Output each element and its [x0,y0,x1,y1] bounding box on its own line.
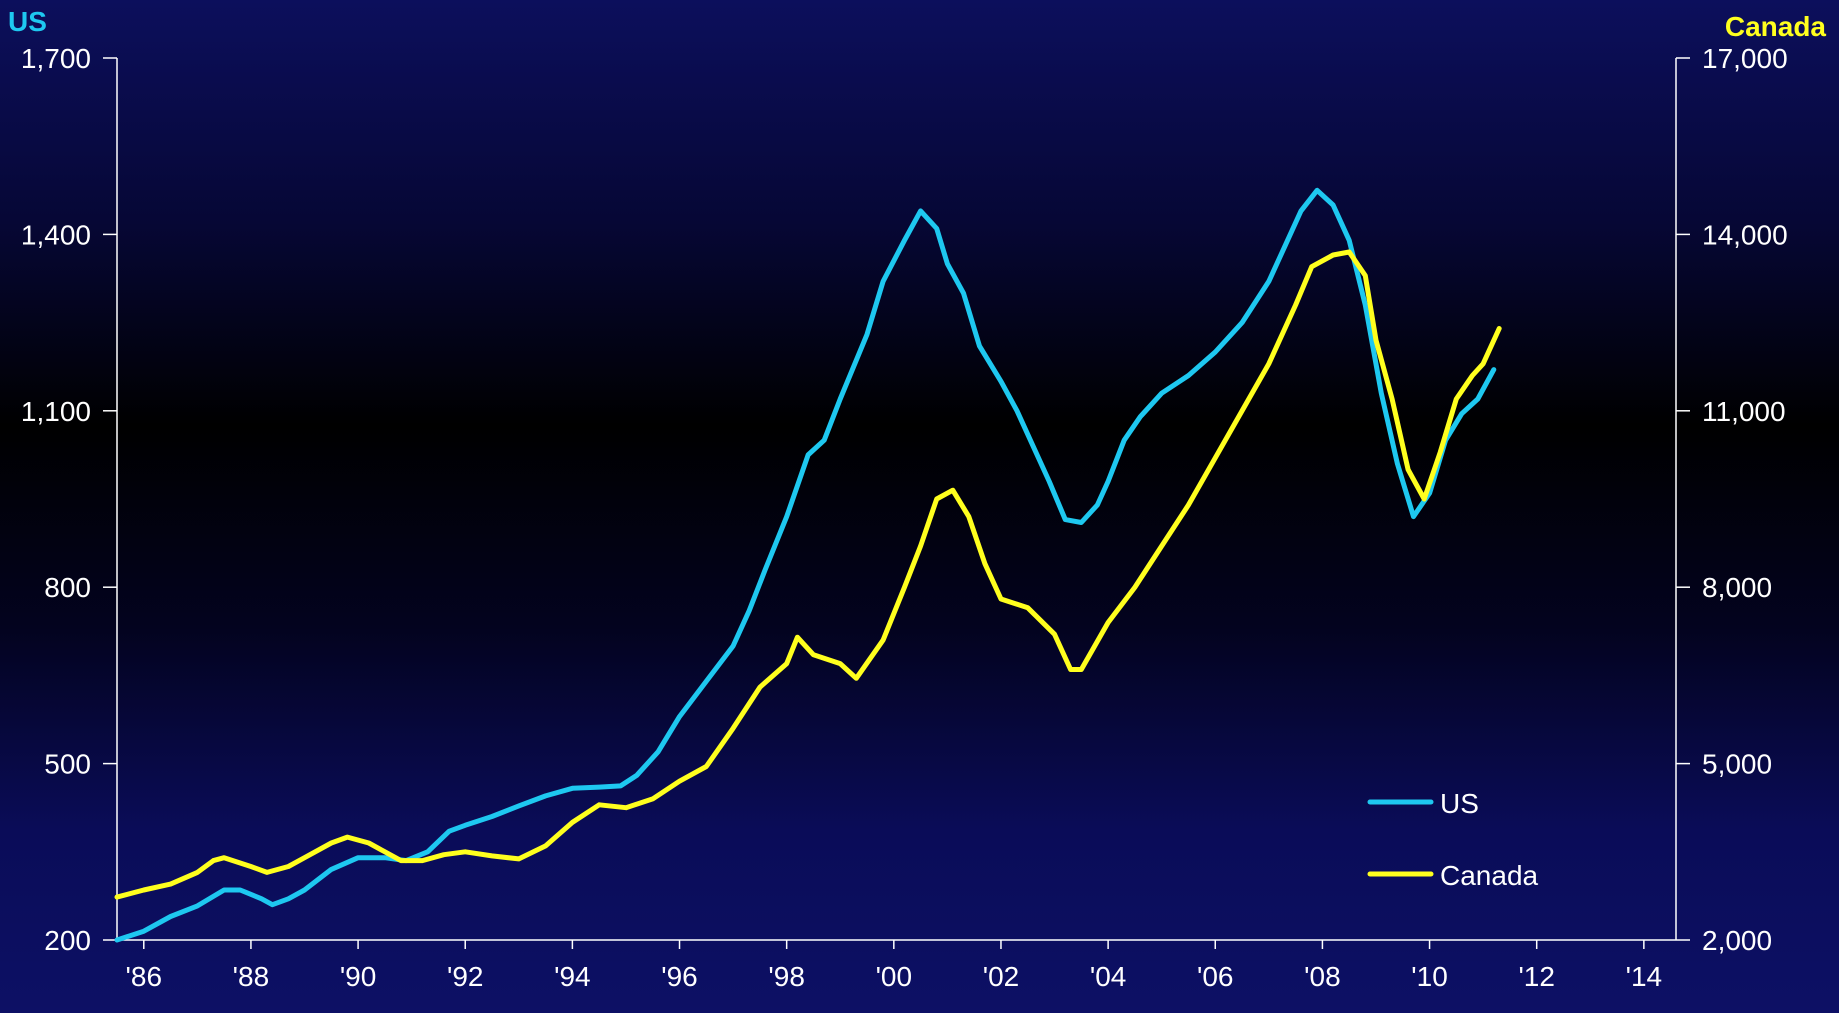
legend-item-us: US [1367,788,1479,819]
x-tick-label: '98 [768,961,805,992]
x-ticks: '86 '88 '90 '92 '94 '96 '98 '00 '02 '04 '06 '08 '10 '… [126,940,1663,992]
right-tick-label: 8,000 [1702,572,1772,603]
legend-label-canada: Canada [1440,860,1539,891]
legend-label-us: US [1440,788,1479,819]
x-tick-label: '06 [1197,961,1234,992]
legend-item-canada: Canada [1367,860,1539,891]
x-tick-label: '08 [1304,961,1341,992]
left-tick-label: 200 [44,925,91,956]
series-line-canada [114,249,1502,900]
left-axis-title: US [8,6,47,37]
right-y-axis: 17,000 14,000 11,000 8,000 5,000 2,000 [1675,43,1788,956]
series-layer [114,187,1502,943]
left-y-ticks: 1,700 1,400 1,100 800 500 200 [21,43,117,956]
x-tick-label: '96 [661,961,698,992]
right-tick-label: 11,000 [1702,396,1786,427]
x-tick-label: '88 [233,961,270,992]
right-y-ticks: 17,000 14,000 11,000 8,000 5,000 2,000 [1676,43,1788,956]
x-tick-label: '10 [1411,961,1448,992]
legend: US Canada [1367,788,1539,891]
left-tick-label: 500 [44,749,91,780]
series-line-us [114,187,1497,943]
right-tick-label: 17,000 [1702,43,1788,74]
x-tick-label: '02 [983,961,1020,992]
x-tick-label: '12 [1518,961,1555,992]
left-y-axis: 1,700 1,400 1,100 800 500 200 [21,43,118,956]
x-tick-label: '14 [1626,961,1663,992]
x-tick-label: '86 [126,961,163,992]
x-axis: '86 '88 '90 '92 '94 '96 '98 '00 '02 '04 '06 '08 '10 '… [117,939,1676,992]
x-tick-label: '92 [447,961,484,992]
left-tick-label: 800 [44,572,91,603]
x-tick-label: '94 [554,961,591,992]
right-tick-label: 2,000 [1702,925,1772,956]
right-tick-label: 14,000 [1702,219,1788,250]
x-tick-label: '04 [1090,961,1127,992]
left-tick-label: 1,100 [21,396,91,427]
x-tick-label: '00 [876,961,913,992]
left-tick-label: 1,700 [21,43,91,74]
x-tick-label: '90 [340,961,377,992]
right-tick-label: 5,000 [1702,749,1772,780]
right-axis-title: Canada [1725,11,1827,42]
left-tick-label: 1,400 [21,219,91,250]
